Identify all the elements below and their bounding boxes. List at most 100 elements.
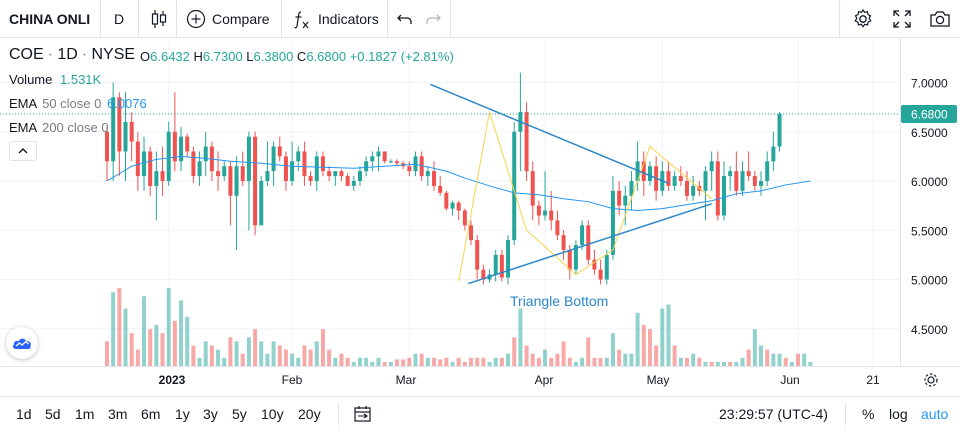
candle-body xyxy=(703,171,708,191)
cloud-chart-icon xyxy=(12,338,31,349)
last-price-badge xyxy=(901,105,957,124)
toolbar-divider xyxy=(138,0,139,38)
range-6m-button[interactable]: 6m xyxy=(141,406,161,422)
range-3m-button[interactable]: 3m xyxy=(108,406,128,422)
candle-body xyxy=(283,156,288,181)
volume-bar xyxy=(111,292,116,366)
candle-body xyxy=(493,254,498,275)
chart-style-button[interactable] xyxy=(150,0,168,38)
candle-body xyxy=(555,220,560,236)
bottom-divider xyxy=(845,404,846,426)
volume-bar xyxy=(499,357,504,366)
volume-bar xyxy=(271,341,276,366)
candle-body xyxy=(678,176,683,181)
volume-bar xyxy=(641,325,646,366)
fullscreen-button[interactable] xyxy=(892,0,912,38)
range-1d-button[interactable]: 1d xyxy=(16,406,32,422)
price-chart[interactable]: 7.0000 6.5000 6.0000 5.5000 5.0000 4.5000 6.68… xyxy=(0,0,960,396)
undo-icon xyxy=(397,14,412,24)
percent-scale-button[interactable]: % xyxy=(862,406,875,422)
volume-bar xyxy=(222,357,227,366)
candle-body xyxy=(154,171,159,186)
settings-button[interactable] xyxy=(852,0,874,38)
candle-body xyxy=(246,136,251,181)
candle-body xyxy=(339,171,344,177)
screenshot-button[interactable] xyxy=(929,0,951,38)
range-5d-button[interactable]: 5d xyxy=(45,406,61,422)
pattern-zigzag xyxy=(458,111,712,282)
volume-bar xyxy=(796,353,801,366)
volume-bar xyxy=(666,304,671,366)
time-axis[interactable]: 2023 Feb Mar Apr May Jun 21 xyxy=(159,373,938,387)
volume-bar xyxy=(536,357,541,366)
triangle-bottom-label[interactable]: Triangle Bottom xyxy=(510,293,608,309)
candle-body xyxy=(666,171,671,186)
volume-study-legend[interactable]: Volume 1.531K xyxy=(9,72,101,87)
ema200-study-legend[interactable]: EMA 200 close 0 xyxy=(9,120,109,135)
close-key: C xyxy=(296,49,307,64)
volume-bar xyxy=(438,359,443,366)
volume-bar xyxy=(345,357,350,366)
redo-button[interactable] xyxy=(424,0,442,38)
volume-bar xyxy=(216,349,221,366)
volume-bar xyxy=(197,357,202,366)
range-1y-button[interactable]: 1y xyxy=(175,406,190,422)
range-10y-button[interactable]: 10y xyxy=(261,406,284,422)
collapse-legend-button[interactable] xyxy=(9,141,37,161)
volume-bar xyxy=(401,359,406,366)
candle-body xyxy=(228,166,233,196)
range-1m-button[interactable]: 1m xyxy=(75,406,95,422)
toolbar-divider xyxy=(176,0,177,38)
range-5y-button[interactable]: 5y xyxy=(232,406,247,422)
time-tick-label: Feb xyxy=(282,373,303,387)
camera-icon xyxy=(930,11,950,27)
candle-body xyxy=(302,151,307,177)
auto-scale-button[interactable]: auto xyxy=(921,406,949,422)
candle-body xyxy=(203,146,208,162)
volume-bar xyxy=(647,329,652,366)
volume-bar xyxy=(456,357,461,366)
candle-body xyxy=(580,225,585,246)
goto-date-button[interactable] xyxy=(353,405,373,428)
candle-body xyxy=(561,235,566,250)
tradingview-logo[interactable] xyxy=(6,327,38,359)
candle-body xyxy=(425,171,430,177)
top-toolbar: CHINA ONLI D Compare Indicators xyxy=(0,0,960,38)
time-tick-label: Jun xyxy=(780,373,799,387)
candle-body xyxy=(722,176,726,216)
gear-icon-part xyxy=(924,373,938,387)
volume-bar xyxy=(339,353,344,366)
triangle-upper-line xyxy=(430,83,669,185)
candle-body xyxy=(185,136,190,152)
compare-button[interactable]: Compare xyxy=(186,0,270,38)
symbol-search-button[interactable]: CHINA ONLI xyxy=(9,11,91,27)
interval-button[interactable]: D xyxy=(114,11,125,27)
time-tick-label: 21 xyxy=(866,373,880,387)
ema50-study-legend[interactable]: EMA 50 close 0 6.0076 xyxy=(9,96,147,111)
range-3y-button[interactable]: 3y xyxy=(203,406,218,422)
legend-dot: · xyxy=(81,46,92,63)
candle-body xyxy=(320,156,325,172)
candle-body xyxy=(499,254,504,278)
volume-bar xyxy=(148,329,153,366)
undo-button[interactable] xyxy=(396,0,414,38)
indicators-button[interactable]: Indicators xyxy=(292,0,379,38)
log-scale-button[interactable]: log xyxy=(889,406,908,422)
candle-body xyxy=(364,161,369,172)
candle-body xyxy=(777,114,782,147)
timezone-clock[interactable]: 23:29:57 (UTC-4) xyxy=(719,406,828,422)
fullscreen-icon xyxy=(893,10,911,28)
volume-bar xyxy=(573,361,578,366)
candle-body xyxy=(142,151,147,177)
time-axis-border xyxy=(0,366,960,367)
price-axis[interactable]: 7.0000 6.5000 6.0000 5.5000 5.0000 4.5000 6.68… xyxy=(901,77,957,337)
toolbar-divider xyxy=(281,0,282,38)
candle-body xyxy=(765,161,770,181)
volume-bar xyxy=(320,329,325,366)
candle-body xyxy=(277,146,282,157)
range-20y-button[interactable]: 20y xyxy=(298,406,321,422)
gear-icon-part xyxy=(927,376,935,384)
close-value: 6.6800 xyxy=(306,49,347,64)
ema200-label: EMA xyxy=(9,120,37,135)
time-tick-label: Apr xyxy=(535,373,554,387)
